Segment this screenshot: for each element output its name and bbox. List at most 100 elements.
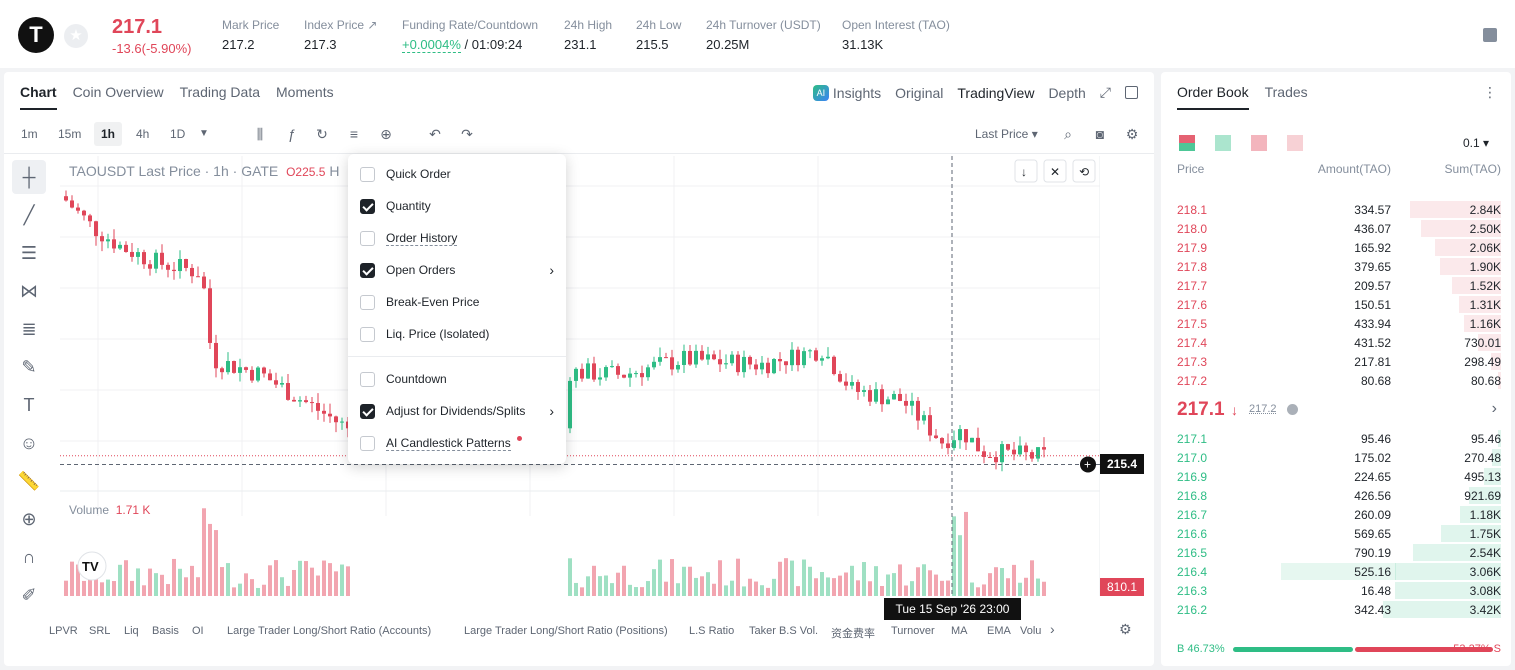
price-source-select[interactable]: Last Price ▾ <box>975 127 1038 141</box>
tab-trades[interactable]: Trades <box>1264 84 1308 100</box>
ask-row[interactable]: 218.0 436.07 2.50K <box>1161 219 1511 238</box>
indicator-9[interactable]: 资金费率 <box>831 628 875 640</box>
indicator-2[interactable]: Liq <box>124 625 139 637</box>
settings-gear-icon[interactable]: ⚙ <box>1125 126 1139 142</box>
book-icon[interactable] <box>1483 28 1497 42</box>
checkbox[interactable] <box>360 262 375 278</box>
tab-coin-overview[interactable]: Coin Overview <box>72 84 164 100</box>
refresh-icon[interactable]: ↻ <box>316 126 328 142</box>
checkbox[interactable] <box>360 326 375 342</box>
view-both-icon[interactable] <box>1179 135 1195 151</box>
pencil-lock-icon[interactable]: ✐ <box>21 585 37 605</box>
indicator-1[interactable]: SRL <box>89 625 111 637</box>
indicator-3[interactable]: Basis <box>152 625 179 637</box>
search-icon[interactable]: ⌕ <box>1064 126 1072 142</box>
chevron-right-icon[interactable]: › <box>1050 621 1055 637</box>
tab-depth[interactable]: Depth <box>1048 84 1086 101</box>
window-icon[interactable] <box>1125 86 1138 99</box>
bid-row[interactable]: 217.1 95.46 95.46 <box>1161 429 1511 448</box>
zoom-in-icon[interactable]: ⊕ <box>21 509 37 529</box>
ask-row[interactable]: 217.6 150.51 1.31K <box>1161 295 1511 314</box>
stat-funding-rate[interactable]: Funding Rate/Countdown +0.0004% / 01:09:2… <box>402 18 539 53</box>
ask-row[interactable]: 217.4 431.52 730.01 <box>1161 333 1511 352</box>
indicator-13[interactable]: Volu <box>1020 625 1042 637</box>
bid-row[interactable]: 216.2 342.43 3.42K <box>1161 600 1511 619</box>
bid-row[interactable]: 216.9 224.65 495.13 <box>1161 467 1511 486</box>
tab-order-book[interactable]: Order Book <box>1177 84 1249 110</box>
view-asks-icon[interactable] <box>1251 135 1267 151</box>
menu-item-ai-candlestick-patterns[interactable]: AI Candlestick Patterns <box>360 431 560 455</box>
menu-item-liq-price-isolated[interactable]: Liq. Price (Isolated) <box>360 322 560 346</box>
tab-tradingview[interactable]: TradingView <box>957 84 1035 101</box>
checkbox[interactable] <box>360 230 375 246</box>
tab-moments[interactable]: Moments <box>276 84 334 100</box>
tab-trading-data[interactable]: Trading Data <box>179 84 261 100</box>
price-chart[interactable]: 270.0260.0250.0240.0230.0220.020 K10 K10… <box>60 156 1100 596</box>
trend-line-icon[interactable]: ╱ <box>23 205 35 225</box>
precision-select[interactable]: 0.1 ▾ <box>1462 136 1489 150</box>
checkbox[interactable] <box>360 403 375 419</box>
camera-icon[interactable]: ◙ <box>1095 126 1105 142</box>
ask-row[interactable]: 217.3 217.81 298.49 <box>1161 352 1511 371</box>
timeframe-15m[interactable]: 15m <box>58 127 82 141</box>
checkbox[interactable] <box>360 294 375 310</box>
pattern-icon[interactable]: ⋈ <box>20 281 38 301</box>
add-plugin-icon[interactable]: ⊕ <box>380 126 392 142</box>
view-split-icon[interactable] <box>1287 135 1303 151</box>
crosshair-icon[interactable]: ┼ <box>12 160 46 194</box>
more-icon[interactable]: ⋮ <box>1483 84 1497 100</box>
indicator-0[interactable]: LPVR <box>49 625 78 637</box>
timeframe-4h[interactable]: 4h <box>136 127 150 141</box>
indicators-icon[interactable]: ƒ <box>288 126 296 142</box>
checkbox[interactable] <box>360 166 375 182</box>
indicator-settings-icon[interactable]: ⚙ <box>1119 621 1132 637</box>
timeframe-1h[interactable]: 1h <box>94 122 123 146</box>
menu-item-quantity[interactable]: Quantity <box>360 194 560 218</box>
indicator-6[interactable]: Large Trader Long/Short Ratio (Positions… <box>464 625 668 637</box>
ask-row[interactable]: 217.9 165.92 2.06K <box>1161 238 1511 257</box>
timeframe-1m[interactable]: 1m <box>21 127 38 141</box>
bid-row[interactable]: 216.6 569.65 1.75K <box>1161 524 1511 543</box>
indicator-12[interactable]: EMA <box>987 625 1011 637</box>
menu-item-order-history[interactable]: Order History <box>360 226 560 250</box>
expand-icon[interactable]: ⤢ <box>1099 84 1111 100</box>
menu-item-adjust-for-dividends-splits[interactable]: Adjust for Dividends/Splits › <box>360 399 560 423</box>
checkbox[interactable] <box>360 371 375 387</box>
checkbox[interactable] <box>360 435 375 451</box>
ask-row[interactable]: 217.2 80.68 80.68 <box>1161 371 1511 390</box>
bid-row[interactable]: 216.4 525.16 3.06K <box>1161 562 1511 581</box>
chevron-right-icon[interactable]: › <box>1491 400 1497 417</box>
favorite-star-icon[interactable]: ★ <box>64 24 88 48</box>
magnet-icon[interactable]: ∩ <box>22 547 36 567</box>
indicator-7[interactable]: L.S Ratio <box>689 625 735 637</box>
checkbox[interactable] <box>360 198 375 214</box>
emoji-icon[interactable]: ☺ <box>19 433 39 453</box>
brush-icon[interactable]: ✎ <box>21 357 37 377</box>
bid-row[interactable]: 216.8 426.56 921.69 <box>1161 486 1511 505</box>
tab-original[interactable]: Original <box>895 84 944 101</box>
ask-row[interactable]: 217.5 433.94 1.16K <box>1161 314 1511 333</box>
layout-icon[interactable]: ≡ <box>349 126 359 142</box>
indicator-5[interactable]: Large Trader Long/Short Ratio (Accounts) <box>227 625 432 637</box>
menu-item-quick-order[interactable]: Quick Order <box>360 162 560 186</box>
indicator-10[interactable]: Turnover <box>891 625 935 637</box>
menu-item-open-orders[interactable]: Open Orders › <box>360 258 560 282</box>
indicator-11[interactable]: MA <box>951 625 968 637</box>
ask-row[interactable]: 217.7 209.57 1.52K <box>1161 276 1511 295</box>
menu-item-break-even-price[interactable]: Break-Even Price <box>360 290 560 314</box>
ask-row[interactable]: 218.1 334.57 2.84K <box>1161 200 1511 219</box>
bid-row[interactable]: 216.7 260.09 1.18K <box>1161 505 1511 524</box>
bid-row[interactable]: 217.0 175.02 270.48 <box>1161 448 1511 467</box>
stat-index-price[interactable]: Index Price ↗ 217.3 <box>304 18 378 52</box>
indicator-4[interactable]: OI <box>192 625 204 637</box>
indicator-8[interactable]: Taker B.S Vol. <box>749 625 819 637</box>
timeframe-1d[interactable]: 1D <box>170 127 186 141</box>
bid-row[interactable]: 216.5 790.19 2.54K <box>1161 543 1511 562</box>
horizontal-lines-icon[interactable]: ☰ <box>20 243 38 263</box>
menu-item-countdown[interactable]: Countdown <box>360 367 560 391</box>
bid-row[interactable]: 216.3 16.48 3.08K <box>1161 581 1511 600</box>
redo-icon[interactable]: ↷ <box>461 126 473 142</box>
tab-chart[interactable]: Chart <box>20 84 57 110</box>
ask-row[interactable]: 217.8 379.65 1.90K <box>1161 257 1511 276</box>
timeframe-dropdown-icon[interactable]: ▼ <box>199 128 209 139</box>
